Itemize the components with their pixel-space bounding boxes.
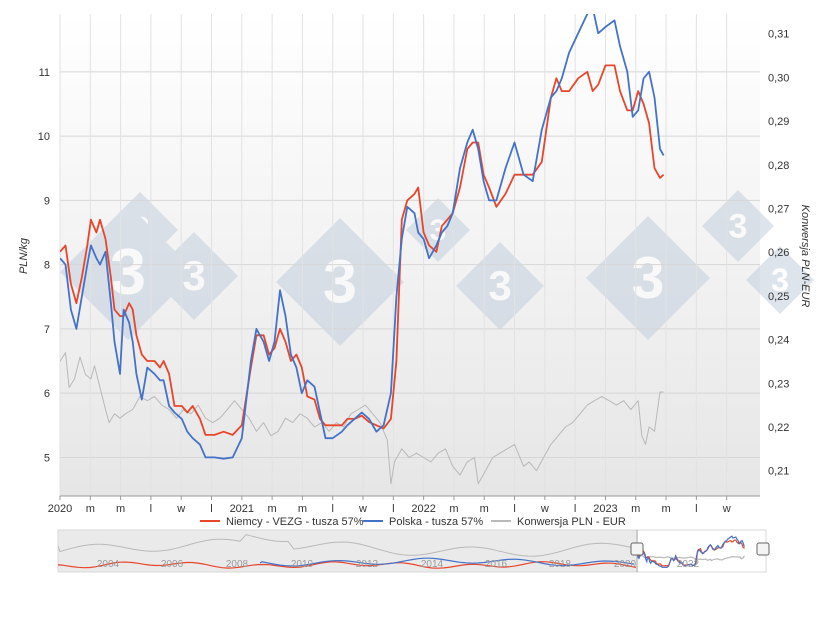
y-axis-right-title: Konwersja PLN-EUR <box>799 205 811 308</box>
navigator-year-label: 2016 <box>485 559 508 570</box>
navigator-year-label: 2022 <box>677 559 700 570</box>
x-tick-label: 2023 <box>593 503 617 515</box>
x-tick-label: 2022 <box>411 503 435 515</box>
x-tick-label: l <box>513 503 515 515</box>
x-tick-label: w <box>176 503 185 515</box>
watermark-diamond <box>150 232 238 320</box>
series-line-niemcy[interactable] <box>60 64 665 436</box>
x-tick-label: w <box>358 503 367 515</box>
y-left-tick-label: 6 <box>44 388 50 400</box>
watermark-glyph: 3 <box>771 262 789 298</box>
legend: Niemcy - VEZG - tusza 57% Polska - tusza… <box>200 516 626 528</box>
x-tick-label: l <box>332 503 334 515</box>
watermark-glyph: 3 <box>729 208 748 246</box>
x-tick-label: w <box>722 503 731 515</box>
watermark-diamond <box>276 218 404 346</box>
y-left-tick-label: 7 <box>44 324 50 336</box>
navigator-history-polska <box>259 557 635 567</box>
navigator-series-line <box>635 535 745 569</box>
x-tick-label: m <box>86 503 95 515</box>
watermark-diamond <box>702 190 774 262</box>
watermark-glyph: 3 <box>110 235 146 308</box>
watermark-logo: 333333333 <box>60 190 814 346</box>
navigator-handle-right[interactable] <box>756 542 770 556</box>
x-tick-label: w <box>540 503 549 515</box>
y-right-tick-label: 0,23 <box>768 378 789 390</box>
x-tick-label: m <box>480 503 489 515</box>
legend-label-konwersja: Konwersja PLN - EUR <box>517 516 626 528</box>
y-right-tick-label: 0,29 <box>768 116 789 128</box>
y-right-tick-label: 0,21 <box>768 466 789 478</box>
x-tick-label: m <box>661 503 670 515</box>
navigator-history-reference <box>58 534 637 557</box>
series-lines <box>60 8 665 485</box>
x-tick-label: m <box>116 503 125 515</box>
grid-lines <box>59 14 760 496</box>
y-right-tick-label: 0,27 <box>768 203 789 215</box>
legend-item-polska[interactable]: Polska - tusza 57% <box>363 516 483 528</box>
legend-item-konwersja[interactable]: Konwersja PLN - EUR <box>491 516 626 528</box>
y-right-tick-label: 0,24 <box>768 335 789 347</box>
x-tick-label: l <box>150 503 152 515</box>
watermark-glyph: 3 <box>323 247 357 315</box>
watermark-glyph: 3 <box>488 262 511 309</box>
legend-label-polska: Polska - tusza 57% <box>389 516 483 528</box>
legend-item-niemcy[interactable]: Niemcy - VEZG - tusza 57% <box>200 516 364 528</box>
y-left-tick-label: 9 <box>44 195 50 207</box>
watermark-glyph: 3 <box>430 214 447 247</box>
watermark-diamond <box>456 242 544 330</box>
y-axis-right: 0,21 0,22 0,23 0,24 0,25 0,26 0,27 0,28 0,29 0,30… <box>768 29 789 478</box>
watermark-diamond <box>60 204 196 340</box>
x-axis: 2020 m m l w l 2021 m m l w l 2022 m m l w l 2023 m m l w <box>48 495 760 515</box>
watermark-glyph: 3 <box>182 252 205 299</box>
y-right-tick-label: 0,30 <box>768 72 789 84</box>
x-tick-label: m <box>449 503 458 515</box>
range-navigator[interactable]: 2004 2006 2008 2010 2012 2014 2016 2018 2020 2022 <box>57 529 770 573</box>
y-axis-left-title: PLN/kg <box>18 237 30 274</box>
x-tick-label: m <box>631 503 640 515</box>
navigator-series-line <box>635 553 745 563</box>
x-tick-label: l <box>695 503 697 515</box>
x-tick-label: l <box>574 503 576 515</box>
y-left-tick-label: 8 <box>44 260 50 272</box>
navigator-year-label: 2018 <box>549 559 572 570</box>
y-right-tick-label: 0,26 <box>768 247 789 259</box>
y-left-tick-label: 10 <box>38 131 50 143</box>
watermark-diamond <box>746 246 814 314</box>
legend-label-niemcy: Niemcy - VEZG - tusza 57% <box>226 516 364 528</box>
watermark-diamond <box>586 216 710 340</box>
navigator-handle-left[interactable] <box>630 542 644 556</box>
y-axis-left: 5 6 7 8 9 10 11 <box>38 67 50 465</box>
x-tick-label: 2020 <box>48 503 72 515</box>
y-right-tick-label: 0,25 <box>768 291 789 303</box>
navigator-year-label: 2012 <box>356 559 379 570</box>
y-right-tick-label: 0,28 <box>768 160 789 172</box>
navigator-history-niemcy <box>58 561 637 569</box>
y-left-tick-label: 5 <box>44 452 50 464</box>
y-right-tick-label: 0,31 <box>768 29 789 41</box>
watermark-glyph: 3 <box>632 245 665 311</box>
y-left-tick-label: 11 <box>39 67 50 79</box>
x-tick-label: 2021 <box>230 503 254 515</box>
x-tick-label: l <box>392 503 394 515</box>
navigator-year-label: 2010 <box>291 559 314 570</box>
x-tick-label: m <box>298 503 307 515</box>
y-right-tick-label: 0,22 <box>768 422 789 434</box>
navigator-year-label: 2008 <box>226 559 249 570</box>
navigator-year-label: 2014 <box>421 559 444 570</box>
navigator-year-label: 2004 <box>97 559 120 570</box>
series-line-polska[interactable] <box>60 8 665 460</box>
x-tick-label: m <box>268 503 277 515</box>
navigator-year-label: 2020 <box>614 559 637 570</box>
x-tick-label: l <box>210 503 212 515</box>
navigator-year-label: 2006 <box>161 559 184 570</box>
